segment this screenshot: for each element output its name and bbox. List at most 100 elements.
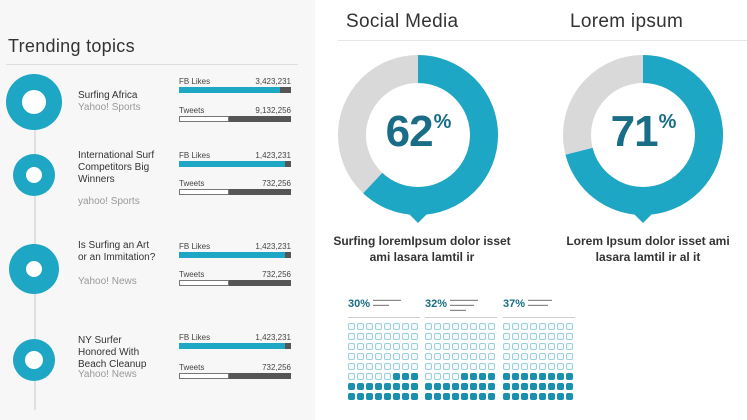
topic-source: Yahoo! News [78,276,137,287]
waffle-cell [470,353,477,360]
tweets-value: 732,256 [262,363,291,372]
waffle-cell [461,383,468,390]
waffle-cell [470,323,477,330]
waffle-cell [393,353,400,360]
fb-likes-value: 3,423,231 [255,77,291,86]
waffle-caption-lines: ▬▬▬▬▬▬▬▬▬▬▬ [373,297,401,307]
waffle-cell [434,363,441,370]
topic-item[interactable]: International Surf Competitors Big Winne… [0,148,300,208]
social-media-donut-chart [338,55,498,223]
trending-title: Trending topics [8,36,135,56]
waffle-cell [557,393,564,400]
waffle-cell [384,353,391,360]
trending-panel: Trending topics Surfing Africa Yahoo! Sp… [0,0,315,420]
waffle-cell [375,383,382,390]
tweets-bar [179,280,291,286]
waffle-cell [452,323,459,330]
waffle-cell [488,393,495,400]
waffle-cell [434,353,441,360]
waffle-cell [521,363,528,370]
waffle-cell [530,333,537,340]
waffle-cell [539,353,546,360]
waffle-cell [530,393,537,400]
waffle-cell [434,373,441,380]
waffle-cell [366,343,373,350]
waffle-percent: 30% [348,298,371,310]
waffle-cell [566,343,573,350]
waffle-cell [503,353,510,360]
waffle-rule [503,317,575,318]
waffle-cell [411,343,418,350]
tweets-label: Tweets [179,106,205,115]
tweets-bar [179,373,291,379]
waffle-cell [402,343,409,350]
waffle-cell [402,383,409,390]
waffle-cell [503,343,510,350]
waffle-cell [384,393,391,400]
waffle-cell [539,363,546,370]
tweets-bar-fill [179,373,230,379]
waffle-cell [348,393,355,400]
waffle-cell [357,333,364,340]
topic-item[interactable]: Is Surfing an Art or an Immitation? Yaho… [0,240,300,300]
waffle-cell [539,373,546,380]
waffle-cell [461,363,468,370]
fb-likes-bar-fill [179,252,286,258]
waffle-cell [402,363,409,370]
waffle-cell [357,393,364,400]
social-media-value: 62 [385,107,434,156]
donut-arc [563,55,723,215]
waffle-cell [443,383,450,390]
waffle-cell [470,383,477,390]
waffle-cell [357,363,364,370]
waffle-cell [452,343,459,350]
waffle-cell [539,393,546,400]
waffle-cell [566,363,573,370]
topic-ring-icon [9,244,59,294]
waffle-cell [566,393,573,400]
topic-title[interactable]: Surfing Africa [78,90,138,101]
waffle-cell [375,373,382,380]
topic-title[interactable]: NY Surfer Honored With Beach Cleanup [78,335,147,370]
topic-title[interactable]: International Surf Competitors Big Winne… [78,150,155,185]
waffle-cell [384,383,391,390]
topic-item[interactable]: NY Surfer Honored With Beach Cleanup Yah… [0,333,300,393]
waffle-cell [443,333,450,340]
tweets-value: 9,132,256 [255,106,291,115]
topic-source: Yahoo! News [78,369,137,380]
waffle-cell [461,353,468,360]
waffle-grid [425,323,497,401]
topic-title[interactable]: Is Surfing an Art or an Immitation? [78,240,156,263]
fb-likes-bar [179,343,291,349]
waffle-cell [384,323,391,330]
waffle-cell [452,363,459,370]
waffle-cell [539,323,546,330]
waffle-cell [348,363,355,370]
waffle-cell [512,333,519,340]
waffle-cell [521,353,528,360]
waffle-cell [512,343,519,350]
percent-sign: % [658,111,677,133]
waffle-cell [375,333,382,340]
waffle-cell [443,363,450,370]
waffle-cell [402,353,409,360]
fb-likes-bar-fill [179,161,286,167]
percent-sign: % [433,111,452,133]
waffle-cell [479,323,486,330]
topic-item[interactable]: Surfing Africa Yahoo! Sports FB Likes 3,… [0,72,300,132]
tweets-label: Tweets [179,270,205,279]
fb-likes-bar [179,161,291,167]
waffle-cell [521,333,528,340]
social-media-percent: 62% [338,107,498,157]
waffle-cell [521,323,528,330]
donut-arc [338,55,498,215]
waffle-cell [366,363,373,370]
waffle-cell [393,373,400,380]
waffle-cell [503,373,510,380]
waffle-cell [375,353,382,360]
topic-ring-icon [6,74,62,130]
waffle-percent: 37% [503,298,526,310]
waffle-cell [521,373,528,380]
waffle-cell [479,373,486,380]
waffle-cell [548,393,555,400]
